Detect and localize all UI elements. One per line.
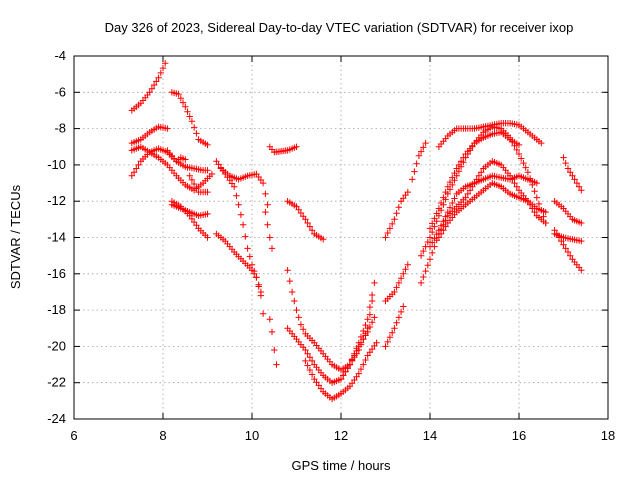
series-track-m: [266, 316, 280, 368]
point-markers-track-ab: [435, 179, 549, 241]
series-track-t: [382, 261, 411, 305]
point-markers-track-l: [262, 208, 276, 252]
point-markers-track-t: [382, 261, 411, 305]
y-tick-label: -14: [47, 230, 66, 245]
x-tick-label: 14: [423, 428, 437, 443]
series-track-aa: [426, 172, 540, 250]
series-track-h: [168, 198, 211, 241]
series-track-z: [426, 129, 523, 232]
series-track-s: [337, 314, 378, 383]
series-track-f: [164, 147, 211, 196]
series-track-l: [262, 208, 276, 252]
point-markers-track-aa: [426, 172, 540, 250]
point-markers-track-v: [382, 303, 407, 350]
point-markers-track-w: [409, 139, 429, 183]
series-track-v: [382, 303, 407, 350]
series-track-w: [409, 139, 429, 183]
series-track-u: [382, 188, 411, 241]
series-track-b: [128, 123, 171, 147]
point-markers-track-m: [266, 316, 280, 368]
point-markers-track-ad: [551, 198, 585, 227]
y-tick-label: -16: [47, 266, 66, 281]
data-points: [128, 60, 585, 403]
x-axis-label: GPS time / hours: [292, 458, 391, 473]
point-markers-track-k: [213, 230, 267, 317]
y-tick-label: -6: [54, 84, 66, 99]
y-axis-ticks: -4 -6 -8 -10 -12 -14 -16 -18 -20 -22 -24: [47, 48, 608, 426]
point-markers-track-p: [284, 267, 376, 374]
series-track-r: [302, 339, 380, 403]
y-tick-label: -12: [47, 193, 66, 208]
y-tick-label: -20: [47, 338, 66, 353]
point-markers-track-q: [284, 279, 378, 386]
series-track-c: [128, 143, 216, 194]
point-markers-track-r: [302, 339, 380, 403]
chart-title: Day 326 of 2023, Sidereal Day-to-day VTE…: [105, 20, 574, 35]
point-markers-track-u: [382, 188, 411, 241]
y-tick-label: -24: [47, 411, 66, 426]
x-tick-label: 10: [245, 428, 259, 443]
series-track-ad: [551, 198, 585, 227]
y-tick-label: -8: [54, 121, 66, 136]
series-track-e: [168, 89, 211, 149]
point-markers-track-s: [337, 314, 378, 383]
point-markers-track-e: [168, 89, 211, 149]
y-tick-label: -18: [47, 302, 66, 317]
point-markers-track-c: [128, 143, 216, 194]
x-tick-label: 16: [512, 428, 526, 443]
point-markers-track-ag: [551, 227, 585, 274]
point-markers-track-n: [266, 143, 300, 156]
point-markers-track-f: [164, 147, 211, 196]
series-track-p: [284, 267, 376, 374]
point-markers-track-h: [168, 198, 211, 241]
series-track-n: [266, 143, 300, 156]
grid-lines: [74, 56, 608, 419]
x-axis-ticks: 6 8 10 12 14 16 18: [70, 56, 615, 443]
y-tick-label: -4: [54, 48, 66, 63]
point-markers-track-o: [284, 198, 327, 243]
point-markers-track-z: [426, 129, 523, 232]
y-tick-label: -10: [47, 157, 66, 172]
series-track-ag: [551, 227, 585, 274]
x-tick-label: 6: [70, 428, 77, 443]
series-track-q: [284, 279, 378, 386]
series-track-ab: [435, 179, 549, 241]
point-markers-track-af: [560, 154, 585, 194]
point-markers-track-ac: [435, 120, 545, 150]
x-tick-label: 8: [159, 428, 166, 443]
series-track-ac: [435, 120, 545, 150]
series-track-k: [213, 230, 267, 317]
point-markers-track-a: [128, 60, 169, 114]
x-tick-label: 12: [334, 428, 348, 443]
series-track-af: [560, 154, 585, 194]
series-track-o: [284, 198, 327, 243]
series-track-a: [128, 60, 169, 114]
y-tick-label: -22: [47, 375, 66, 390]
x-tick-label: 18: [601, 428, 615, 443]
point-markers-track-b: [128, 123, 171, 147]
y-axis-label: SDTVAR / TECUs: [8, 184, 23, 289]
